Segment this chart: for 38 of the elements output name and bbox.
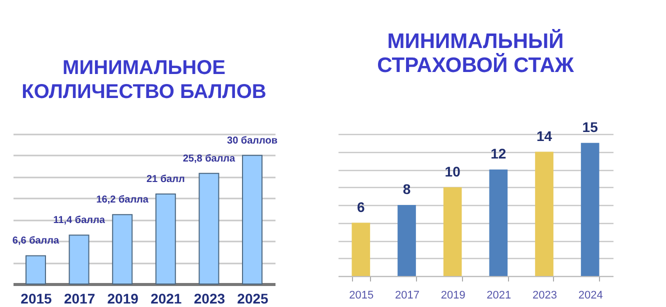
bar: [25, 255, 46, 284]
data-label: 11,4 балла: [53, 215, 106, 226]
data-label: 30 баллов: [227, 135, 278, 146]
bar: [443, 187, 462, 276]
x-tick-label: 2024: [578, 290, 603, 302]
data-label: 8: [402, 181, 411, 197]
x-tick-label: 2021: [486, 290, 512, 302]
data-label: 21 балл: [146, 174, 185, 185]
bar: [489, 170, 508, 276]
bar: [398, 205, 416, 276]
x-tick-label: 2015: [20, 290, 52, 306]
x-tick-label: 2019: [440, 290, 466, 302]
bar: [580, 142, 600, 276]
data-label: 25,8 балла: [182, 153, 236, 164]
data-label: 14: [536, 128, 552, 144]
data-label: 6,6 балла: [12, 236, 60, 247]
x-tick-label: 2023: [194, 290, 226, 306]
x-tick-label: 2019: [107, 290, 139, 306]
bar: [112, 214, 133, 284]
bar: [535, 152, 554, 276]
x-tick-label: 2017: [395, 290, 420, 302]
bar: [155, 194, 176, 284]
bar: [352, 222, 370, 276]
bar: [68, 234, 90, 284]
data-label: 10: [444, 163, 461, 180]
data-label: 16,2 балла: [96, 194, 149, 206]
x-tick-label: 2023: [532, 290, 557, 302]
x-tick-label: 2021: [150, 290, 182, 306]
chart-title: МИНИМАЛЬНЫЙ СТРАХОВОЙ СТАЖ: [377, 28, 575, 77]
x-tick-label: 2017: [64, 290, 96, 306]
chart-title: МИНИМАЛЬНОЕ КОЛЛИЧЕСТВО БАЛЛОВ: [22, 57, 266, 103]
bar: [198, 172, 220, 284]
data-label: 6: [357, 198, 366, 215]
x-tick-label: 2015: [349, 290, 374, 302]
data-label: 12: [490, 146, 506, 162]
data-label: 15: [582, 118, 598, 135]
bar: [242, 154, 263, 284]
x-tick-label: 2025: [237, 290, 269, 306]
